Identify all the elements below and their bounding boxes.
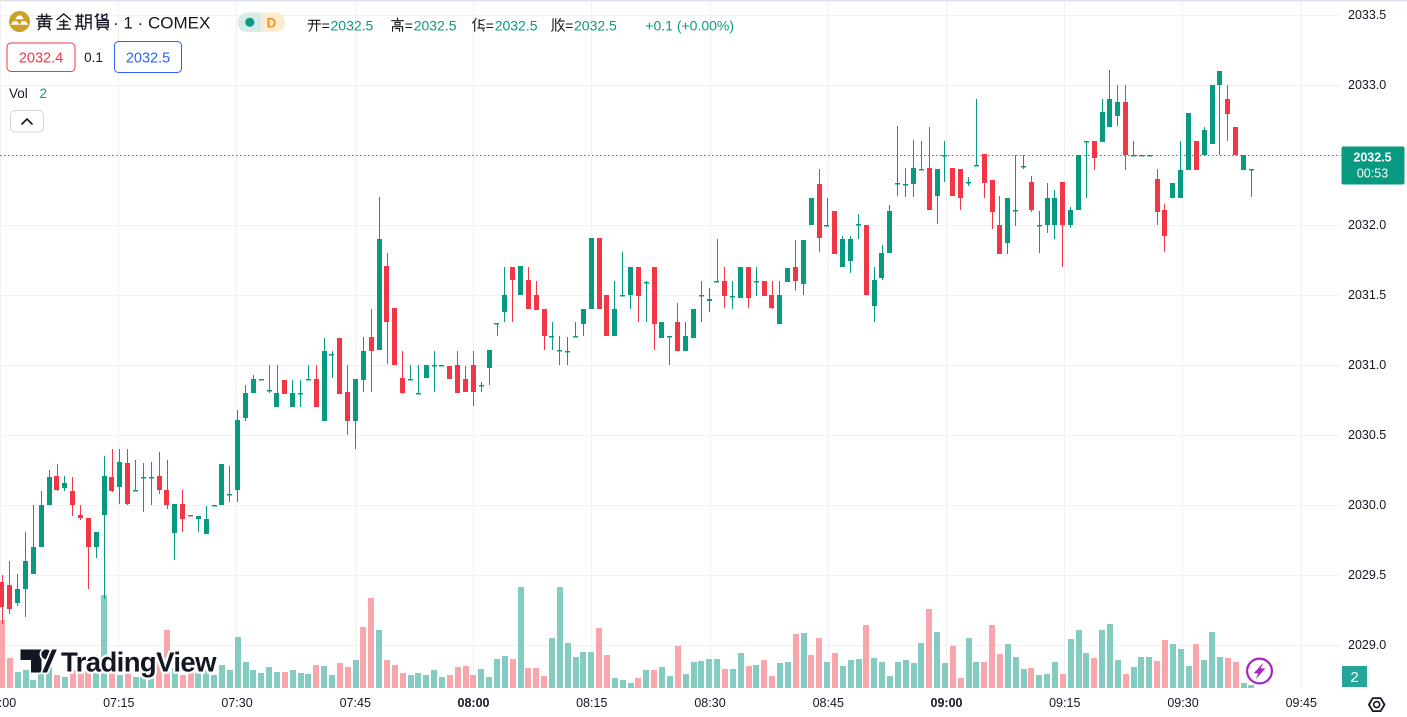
svg-text:09:00: 09:00: [931, 696, 963, 710]
svg-text:2032.5: 2032.5: [126, 51, 170, 67]
svg-text:D: D: [267, 16, 277, 31]
svg-text:07:00: 07:00: [0, 696, 16, 710]
svg-text:07:45: 07:45: [340, 696, 371, 710]
svg-text:2032.5: 2032.5: [495, 18, 538, 34]
svg-text:2032.5: 2032.5: [1353, 151, 1391, 165]
svg-text:0.1: 0.1: [84, 50, 103, 65]
svg-text:08:00: 08:00: [458, 696, 490, 710]
svg-text:07:30: 07:30: [221, 696, 252, 710]
svg-text:2029.5: 2029.5: [1348, 568, 1386, 582]
svg-text:+0.1 (+0.00%): +0.1 (+0.00%): [645, 18, 734, 34]
svg-text:2033.0: 2033.0: [1348, 78, 1386, 92]
svg-text:08:30: 08:30: [694, 696, 725, 710]
svg-text:=: =: [486, 18, 494, 34]
svg-text:2: 2: [1350, 669, 1358, 686]
svg-text:2032.5: 2032.5: [574, 18, 617, 34]
svg-text:2030.5: 2030.5: [1348, 428, 1386, 442]
svg-text:=: =: [565, 18, 573, 34]
svg-text:08:15: 08:15: [576, 696, 607, 710]
svg-text:2029.0: 2029.0: [1348, 638, 1386, 652]
svg-text:· 1 · COMEX: · 1 · COMEX: [113, 14, 210, 33]
svg-text:07:15: 07:15: [103, 696, 134, 710]
svg-text:=: =: [405, 18, 413, 34]
svg-text:09:15: 09:15: [1049, 696, 1080, 710]
svg-text:2: 2: [40, 86, 48, 101]
svg-text:09:30: 09:30: [1167, 696, 1198, 710]
svg-text:09:45: 09:45: [1286, 696, 1317, 710]
svg-text:2032.5: 2032.5: [414, 18, 457, 34]
svg-text:=: =: [322, 18, 330, 34]
svg-text:2033.5: 2033.5: [1348, 8, 1386, 22]
svg-text:TradingView: TradingView: [61, 647, 217, 678]
svg-text:00:53: 00:53: [1357, 167, 1388, 181]
svg-text:2030.0: 2030.0: [1348, 498, 1386, 512]
svg-text:2032.4: 2032.4: [19, 51, 63, 67]
svg-text:2031.0: 2031.0: [1348, 358, 1386, 372]
svg-text:Vol: Vol: [9, 86, 28, 101]
svg-text:2032.0: 2032.0: [1348, 218, 1386, 232]
svg-text:2032.5: 2032.5: [331, 18, 374, 34]
svg-text:08:45: 08:45: [813, 696, 844, 710]
svg-text:2031.5: 2031.5: [1348, 288, 1386, 302]
